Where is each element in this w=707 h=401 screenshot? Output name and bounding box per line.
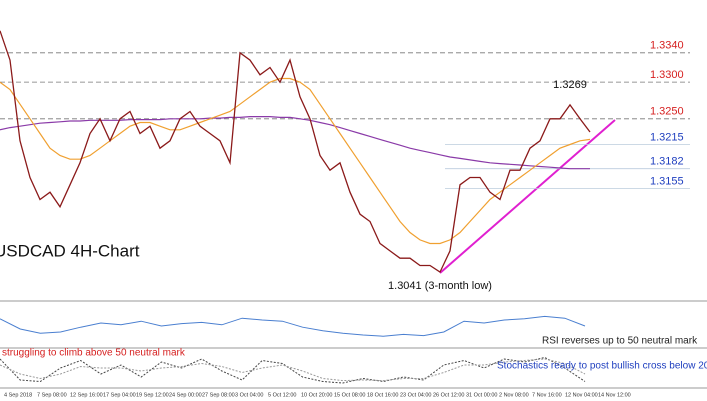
x-tick-label: 15 Oct 08:00 [334, 392, 366, 398]
level-label: 1.3340 [650, 40, 684, 52]
level-label: 1.3155 [650, 175, 684, 187]
x-tick-label: 27 Sep 08:00 [202, 392, 235, 398]
x-tick-label: 7 Nov 16:00 [532, 392, 562, 398]
level-label: 1.3215 [650, 131, 684, 143]
x-tick-label: 10 Oct 20:00 [301, 392, 333, 398]
series-line [0, 30, 591, 274]
rsi-line [0, 315, 586, 337]
annotation: 1.3269 [553, 79, 587, 91]
x-tick-label: 24 Sep 00:00 [169, 392, 202, 398]
stoch-annotation: Stochastics ready to post bullish cross … [497, 361, 707, 372]
annotation: 1.3041 (3-month low) [388, 280, 492, 292]
x-tick-label: 5 Oct 12:00 [268, 392, 296, 398]
x-tick-label: 3 Oct 04:00 [235, 392, 263, 398]
level-label: 1.3300 [650, 69, 684, 81]
x-tick-label: 23 Oct 04:00 [400, 392, 432, 398]
rsi-annotation: RSI reverses up to 50 neutral mark [542, 336, 698, 347]
rsi-annotation: struggling to climb above 50 neutral mar… [2, 348, 186, 359]
level-label: 1.3250 [650, 106, 684, 118]
x-tick-label: 14 Nov 12:00 [598, 392, 631, 398]
x-tick-label: 26 Oct 12:00 [433, 392, 465, 398]
x-tick-label: 2 Nov 08:00 [499, 392, 529, 398]
x-tick-label: 7 Sep 08:00 [37, 392, 67, 398]
x-tick-label: 12 Nov 04:00 [565, 392, 598, 398]
level-label: 1.3182 [650, 156, 684, 168]
x-tick-label: 17 Sep 04:00 [103, 392, 136, 398]
x-tick-label: 19 Sep 12:00 [136, 392, 169, 398]
x-tick-label: 4 Sep 2018 [4, 392, 32, 398]
chart-title: USDCAD 4H-Chart [0, 241, 140, 260]
trendline [439, 119, 616, 274]
x-tick-label: 31 Oct 00:00 [466, 392, 498, 398]
stoch-line [0, 358, 586, 382]
x-tick-label: 18 Oct 16:00 [367, 392, 399, 398]
x-tick-label: 12 Sep 16:00 [70, 392, 103, 398]
